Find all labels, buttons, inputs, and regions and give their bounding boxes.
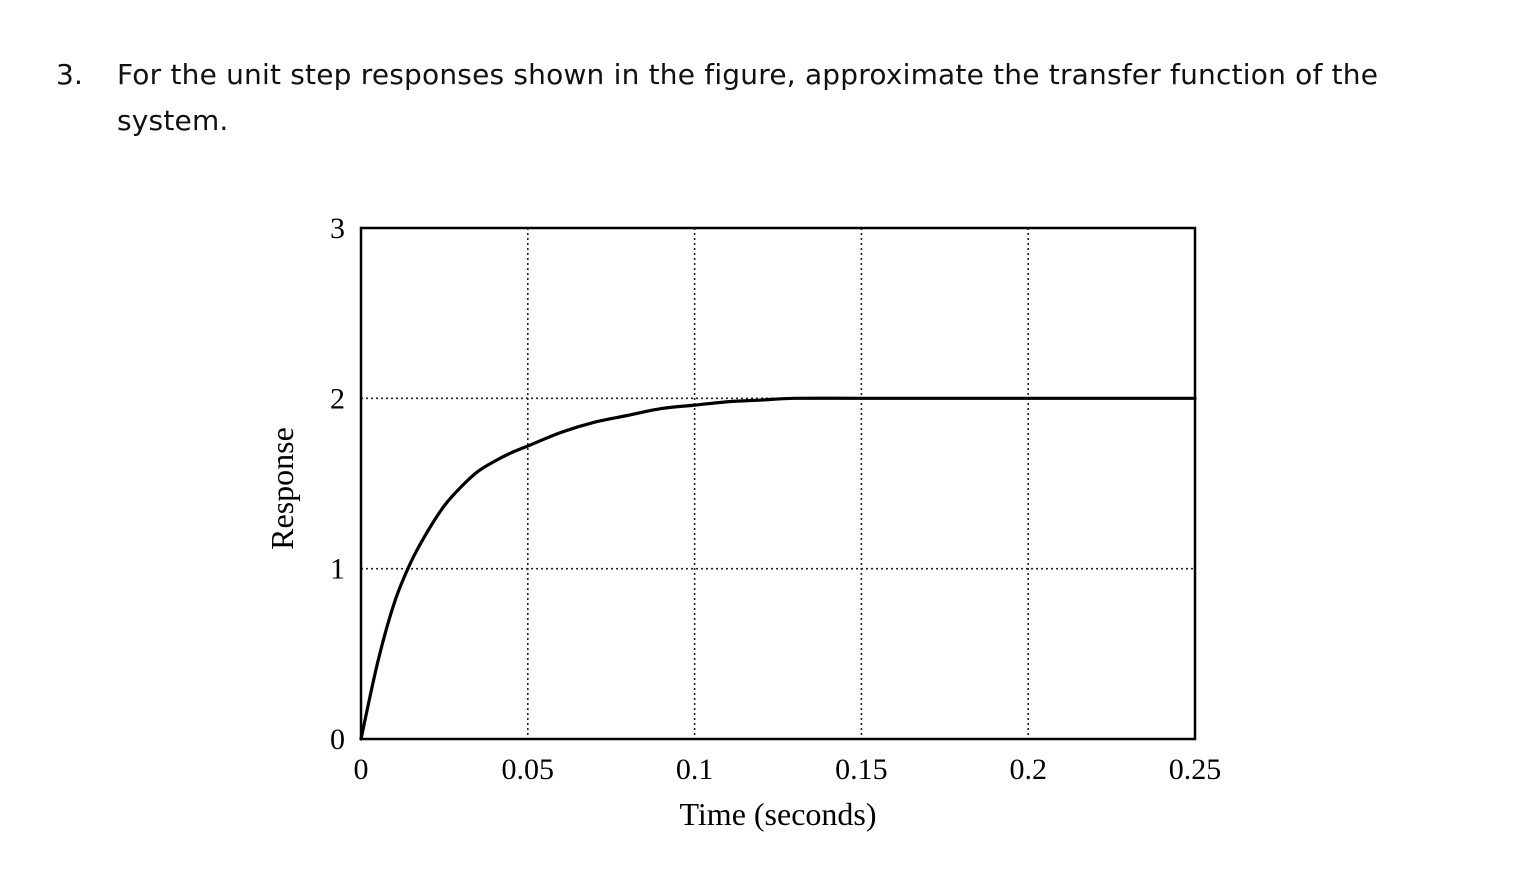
y-tick-label: 0 — [330, 723, 345, 756]
question-text: For the unit step responses shown in the… — [117, 58, 1379, 137]
question-number: 3. — [56, 58, 84, 91]
grid — [361, 228, 1195, 739]
x-tick-label: 0.25 — [1169, 753, 1222, 786]
y-tick-label: 2 — [330, 382, 345, 415]
x-tick-labels: 0 0.05 0.1 0.15 0.2 0.25 — [354, 753, 1222, 786]
x-tick-label: 0.1 — [676, 753, 714, 786]
y-tick-label: 1 — [330, 553, 345, 586]
x-tick-label: 0.15 — [835, 753, 888, 786]
x-tick-label: 0.05 — [502, 753, 555, 786]
plot-frame — [359, 226, 1197, 741]
y-tick-label: 3 — [330, 212, 345, 245]
series-line-response — [359, 396, 1197, 741]
x-tick-label: 0 — [354, 753, 369, 786]
y-axis-label: Response — [264, 427, 300, 550]
x-tick-label: 0.2 — [1009, 753, 1047, 786]
x-axis-label: Time (seconds) — [679, 796, 876, 832]
y-tick-labels: 0 1 2 3 — [330, 212, 345, 756]
